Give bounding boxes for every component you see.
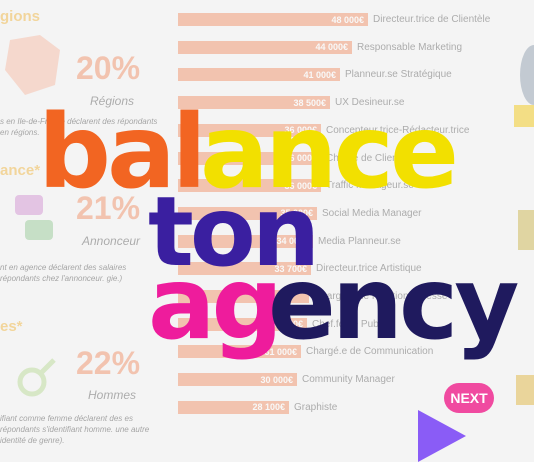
salary-bar-row: 48 000€ Directeur.trice de Clientèle [178, 13, 490, 26]
salary-bar-label: Media Planneur.se [318, 235, 401, 247]
salary-bar-label: Directeur.trice de Clientèle [373, 14, 491, 25]
stat-text-hommes: ifiant comme femme déclarent des es répo… [0, 414, 150, 445]
salary-bar [178, 290, 309, 303]
salary-bar: 36 000€ [178, 123, 321, 137]
salary-bar-row: Chargé.e de Relations Presse [178, 290, 447, 303]
section-heading-regions: gions [0, 8, 40, 25]
salary-bar: 30 000€ [178, 373, 297, 387]
salary-bar-label: Chargé.e de Communication [306, 346, 434, 358]
section-heading-genres: es* [0, 318, 23, 335]
salary-bar-row: 28 100€ Graphiste [178, 400, 338, 414]
stat-percent-annonceur: 21% [76, 190, 141, 226]
stat-percent-hommes: 22% [76, 345, 141, 381]
stat-percent-regions: 20% [76, 50, 141, 86]
logo-text-ton: ton [148, 176, 320, 288]
salary-bar-row: 31 000€ Chargé.e de Communication [178, 345, 434, 359]
salary-bar: 36 000€ [178, 151, 321, 165]
stat-text-annonceur: nt en agence déclarent des salaires répo… [0, 263, 127, 283]
stat-caption-annonceur: Annonceur [82, 234, 141, 248]
stat-caption-hommes: Hommes [88, 388, 137, 402]
salary-bar-row: 33 700€ Directeur.trice Artistique [178, 262, 422, 276]
salary-bar-label: Responsable Marketing [357, 41, 463, 53]
salary-bar: 44 000€ [178, 40, 352, 54]
salary-bar-label: Traffic Manageur.se [326, 180, 414, 192]
salary-bar-label: Chef.fe de Clientèle [326, 152, 414, 164]
salary-bar-label: Social Media Manager [322, 207, 422, 219]
france-map-icon [5, 35, 60, 95]
salary-bar: 32 550€ [178, 317, 307, 331]
logo-text-ance: ance [200, 93, 459, 212]
salary-bar-row: 38 500€ UX Desineur.se [178, 96, 405, 110]
salary-bar-row: 36 000€ Concepteur.trice-Rédacteur.trice [178, 123, 470, 137]
salary-bar-row: 36 000€ Traffic Manageur.se [178, 179, 414, 193]
salary-bar-row: 34 000€ Media Planneur.se [178, 234, 401, 248]
salary-bar: 31 000€ [178, 345, 301, 359]
logo-text-ency: ency [268, 245, 519, 362]
salary-bar-row: 30 000€ Community Manager [178, 373, 395, 387]
salary-bar-row: 35 000€ Social Media Manager [178, 206, 422, 220]
salary-bar-row: 36 000€ Chef.fe de Clientèle [178, 151, 414, 165]
logo-text-ag: ag [148, 245, 283, 362]
salary-bar-label: Chargé.e de Relations Presse [314, 291, 448, 302]
salary-bar-label: Directeur.trice Artistique [316, 263, 422, 275]
stat-text-regions: s en Ile-de-France déclarent des réponda… [0, 117, 158, 137]
salary-bar-label: Planneur.se Stratégique [345, 69, 452, 81]
salary-bar-row: 41 000€ Planneur.se Stratégique [178, 68, 452, 82]
stat-caption-regions: Régions [90, 94, 135, 108]
next-play-icon[interactable] [418, 410, 466, 462]
gender-symbols-icon [17, 358, 56, 397]
salary-bar: 38 500€ [178, 96, 330, 110]
right-edge-decorations [514, 45, 534, 405]
salary-bar-label: Chef.fe de Pub [312, 318, 379, 330]
salary-bar-label: Community Manager [302, 374, 395, 386]
salary-bar-label: Concepteur.trice-Rédacteur.trice [326, 124, 470, 136]
salary-bar: 35 000€ [178, 206, 317, 220]
salary-bar-row: 32 550€ Chef.fe de Pub [178, 317, 379, 331]
salary-bar: 33 700€ [178, 262, 311, 276]
next-button[interactable]: NEXT [444, 383, 494, 413]
salary-bar-label: UX Desineur.se [335, 97, 405, 109]
salary-bar: 36 000€ [178, 179, 321, 193]
section-heading-agence: ance* [0, 162, 41, 179]
salary-bar: 34 000€ [178, 234, 313, 248]
salary-bar-row: 44 000€ Responsable Marketing [178, 40, 463, 54]
salary-bar: 28 100€ [178, 400, 289, 414]
chat-bubbles-icon [15, 195, 53, 240]
salary-bar-label: Graphiste [294, 401, 338, 413]
salary-bar: 48 000€ [178, 13, 368, 26]
logo-text-bal: bal [38, 93, 207, 212]
salary-bar: 41 000€ [178, 68, 340, 82]
